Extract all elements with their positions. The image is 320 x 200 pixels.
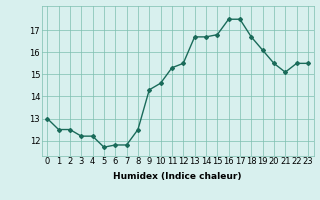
X-axis label: Humidex (Indice chaleur): Humidex (Indice chaleur) — [113, 172, 242, 181]
